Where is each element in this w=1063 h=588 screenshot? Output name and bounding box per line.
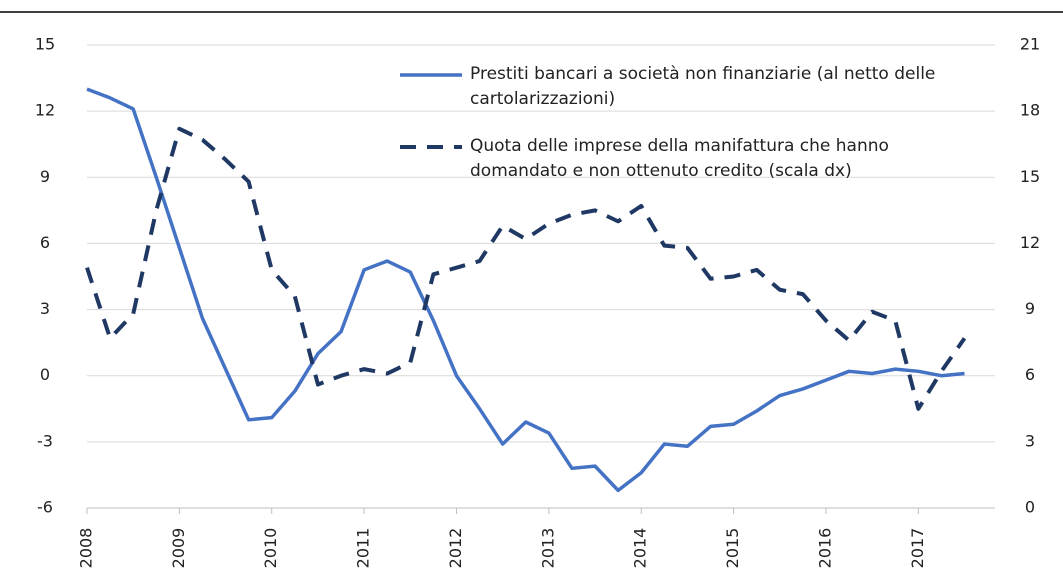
y2-tick-label: 12 xyxy=(1020,233,1040,252)
x-tick-label: 2013 xyxy=(538,528,557,569)
x-tick-label: 2011 xyxy=(354,528,373,569)
y2-tick-label: 6 xyxy=(1025,365,1035,384)
x-tick-label: 2017 xyxy=(908,528,927,569)
y2-tick-label: 0 xyxy=(1025,498,1035,517)
y2-tick-label: 21 xyxy=(1020,35,1040,54)
y-tick-label: 15 xyxy=(35,35,55,54)
y-tick-label: 0 xyxy=(40,365,50,384)
y-tick-label: 3 xyxy=(40,299,50,318)
x-tick-label: 2010 xyxy=(261,528,280,569)
y-tick-label: 6 xyxy=(40,233,50,252)
x-tick-label: 2014 xyxy=(631,528,650,569)
series-line xyxy=(86,87,965,493)
y-tick-label: 9 xyxy=(40,167,50,186)
x-tick-label: 2016 xyxy=(815,528,834,569)
x-tick-label: 2012 xyxy=(446,528,465,569)
x-tick-label: 2008 xyxy=(77,528,96,569)
y-tick-label: -6 xyxy=(37,498,53,517)
legend-label: Quota delle imprese della manifattura ch… xyxy=(470,136,889,181)
legend-label: Prestiti bancari a società non finanziar… xyxy=(470,64,936,109)
x-tick-label: 2015 xyxy=(723,528,742,569)
x-tick-label: 2009 xyxy=(169,528,188,569)
y2-tick-label: 9 xyxy=(1025,299,1035,318)
y-tick-label: -3 xyxy=(37,431,53,450)
y-tick-label: 12 xyxy=(35,101,55,120)
y2-tick-label: 3 xyxy=(1025,431,1035,450)
y2-tick-label: 15 xyxy=(1020,167,1040,186)
series-line xyxy=(85,126,967,411)
y2-tick-label: 18 xyxy=(1020,101,1040,120)
